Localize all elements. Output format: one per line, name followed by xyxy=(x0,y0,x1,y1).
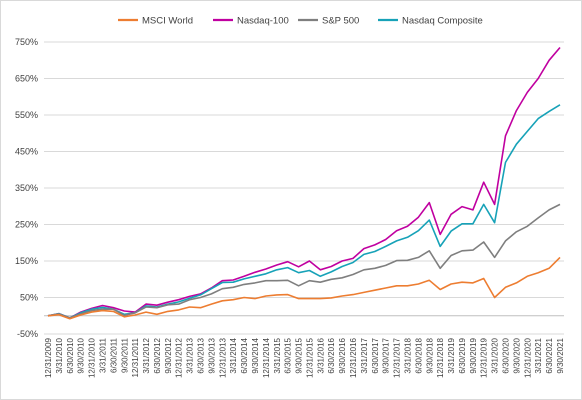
y-tick-label: 50% xyxy=(20,293,38,303)
y-axis-ticks: -50% 50% 150% 250% 350% 450% 550% 650% 750% xyxy=(15,37,38,339)
y-tick-label: 750% xyxy=(15,37,38,47)
x-tick-label: 3/31/2015 xyxy=(273,337,282,373)
x-tick-label: 9/30/2018 xyxy=(425,337,434,373)
x-tick-label: 9/30/2011 xyxy=(120,337,129,373)
x-tick-label: 12/31/2015 xyxy=(305,337,314,378)
x-tick-label: 9/30/2016 xyxy=(338,337,347,373)
legend-label: Nasdaq Composite xyxy=(402,16,483,27)
x-tick-label: 12/31/2020 xyxy=(523,337,532,378)
x-tick-label: 12/31/2014 xyxy=(262,337,271,378)
x-tick-label: 9/30/2015 xyxy=(295,337,304,373)
y-tick-label: 650% xyxy=(15,74,38,84)
x-tick-label: 3/31/2019 xyxy=(447,337,456,373)
x-tick-label: 6/30/2019 xyxy=(458,337,467,373)
x-tick-label: 9/30/2019 xyxy=(469,337,478,373)
x-tick-label: 6/30/2021 xyxy=(545,337,554,373)
series-line xyxy=(47,46,561,319)
x-tick-label: 12/31/2017 xyxy=(393,337,402,378)
x-tick-label: 9/30/2013 xyxy=(207,337,216,373)
x-tick-label: 12/31/2010 xyxy=(88,337,97,378)
x-tick-label: 3/31/2016 xyxy=(316,337,325,373)
x-tick-label: 9/30/2021 xyxy=(556,337,565,373)
x-tick-label: 12/31/2016 xyxy=(349,337,358,378)
series-line xyxy=(47,203,561,319)
x-tick-label: 12/31/2011 xyxy=(131,337,140,377)
x-tick-label: 6/30/2015 xyxy=(284,337,293,373)
y-tick-label: 350% xyxy=(15,183,38,193)
legend-label: MSCI World xyxy=(142,16,193,27)
x-tick-label: 3/31/2020 xyxy=(491,337,500,373)
x-tick-label: 9/30/2014 xyxy=(251,337,260,373)
x-tick-label: 9/30/2017 xyxy=(382,337,391,373)
x-tick-label: 6/30/2013 xyxy=(197,337,206,373)
x-tick-label: 12/31/2012 xyxy=(175,337,184,378)
series-line xyxy=(47,104,561,319)
x-tick-label: 3/31/2018 xyxy=(403,337,412,373)
x-tick-label: 12/31/2018 xyxy=(436,337,445,378)
series-line xyxy=(47,256,561,320)
x-tick-label: 9/30/2020 xyxy=(512,337,521,373)
gridlines xyxy=(44,41,564,335)
y-tick-label: 450% xyxy=(15,147,38,157)
x-tick-label: 3/31/2012 xyxy=(142,337,151,373)
x-tick-label: 12/31/2009 xyxy=(44,337,53,378)
x-tick-label: 9/30/2012 xyxy=(164,337,173,373)
x-tick-label: 9/30/2010 xyxy=(77,337,86,373)
x-tick-label: 3/31/2010 xyxy=(55,337,64,373)
legend-label: S&P 500 xyxy=(322,16,359,27)
y-tick-label: 550% xyxy=(15,110,38,120)
legend-label: Nasdaq-100 xyxy=(237,16,289,27)
x-tick-label: 6/30/2010 xyxy=(66,337,75,373)
y-tick-label: -50% xyxy=(17,329,38,339)
x-tick-label: 6/30/2012 xyxy=(153,337,162,373)
legend: MSCI World Nasdaq-100 S&P 500 Nasdaq Compos… xyxy=(118,16,483,27)
x-tick-label: 3/31/2017 xyxy=(360,337,369,373)
x-tick-label: 3/31/2021 xyxy=(534,337,543,373)
x-tick-label: 12/31/2013 xyxy=(218,337,227,378)
x-tick-label: 6/30/2017 xyxy=(371,337,380,373)
x-tick-label: 6/30/2016 xyxy=(327,337,336,373)
y-tick-label: 250% xyxy=(15,220,38,230)
x-tick-label: 3/31/2011 xyxy=(98,337,107,373)
x-tick-label: 6/30/2020 xyxy=(502,337,511,373)
x-tick-label: 3/31/2013 xyxy=(186,337,195,373)
y-tick-label: 150% xyxy=(15,256,38,266)
series-lines xyxy=(47,46,561,320)
x-tick-label: 6/30/2018 xyxy=(414,337,423,373)
x-tick-label: 3/31/2014 xyxy=(229,337,238,373)
x-tick-label: 12/31/2019 xyxy=(480,337,489,378)
x-tick-label: 6/30/2011 xyxy=(109,337,118,373)
x-tick-label: 6/30/2014 xyxy=(240,337,249,373)
x-axis-ticks: 12/31/2009 3/31/2010 6/30/2010 9/30/2010 12/… xyxy=(44,337,565,378)
